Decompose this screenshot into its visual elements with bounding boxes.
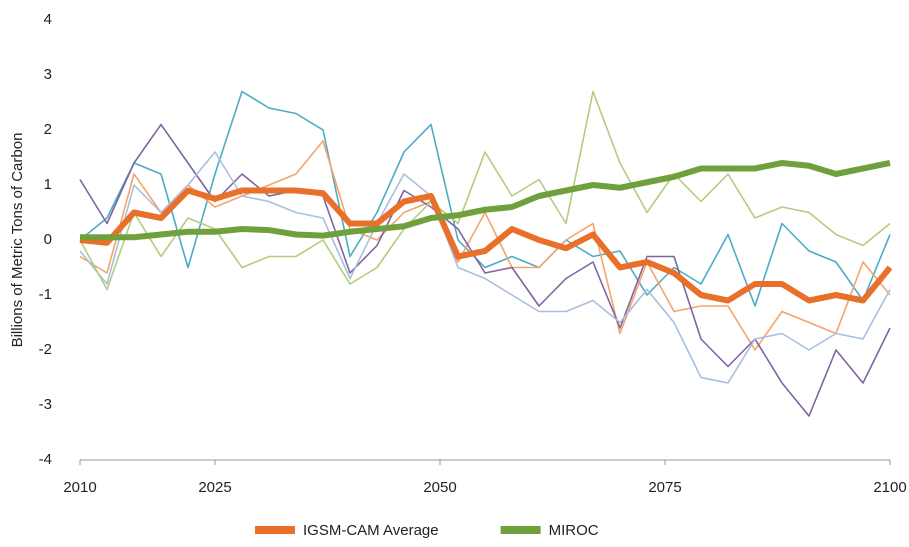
x-tick-label: 2075 (648, 479, 681, 496)
series-line (79, 187, 893, 304)
y-tick-label: 1 (44, 176, 52, 193)
x-tick-label: 2010 (63, 479, 96, 496)
x-tick-label: 2025 (198, 479, 231, 496)
y-tick-label: 3 (44, 66, 52, 83)
y-tick-label: -1 (39, 286, 52, 303)
legend-label: MIROC (549, 522, 599, 539)
series-line (80, 160, 891, 241)
series-line (79, 140, 891, 351)
y-tick-label: -3 (39, 396, 52, 413)
x-tick-label: 2100 (873, 479, 906, 496)
y-tick-label: -2 (39, 341, 52, 358)
series-line (79, 151, 891, 384)
series-line (79, 90, 891, 291)
y-tick-label: 2 (44, 121, 52, 138)
y-tick-label: 0 (44, 231, 52, 248)
y-axis-label: Billions of Metric Tons of Carbon (9, 133, 26, 348)
y-tick-label: -4 (39, 451, 52, 468)
y-tick-label: 4 (44, 11, 52, 28)
legend-label: IGSM-CAM Average (303, 522, 439, 539)
series-line (79, 90, 891, 307)
x-tick-label: 2050 (423, 479, 456, 496)
